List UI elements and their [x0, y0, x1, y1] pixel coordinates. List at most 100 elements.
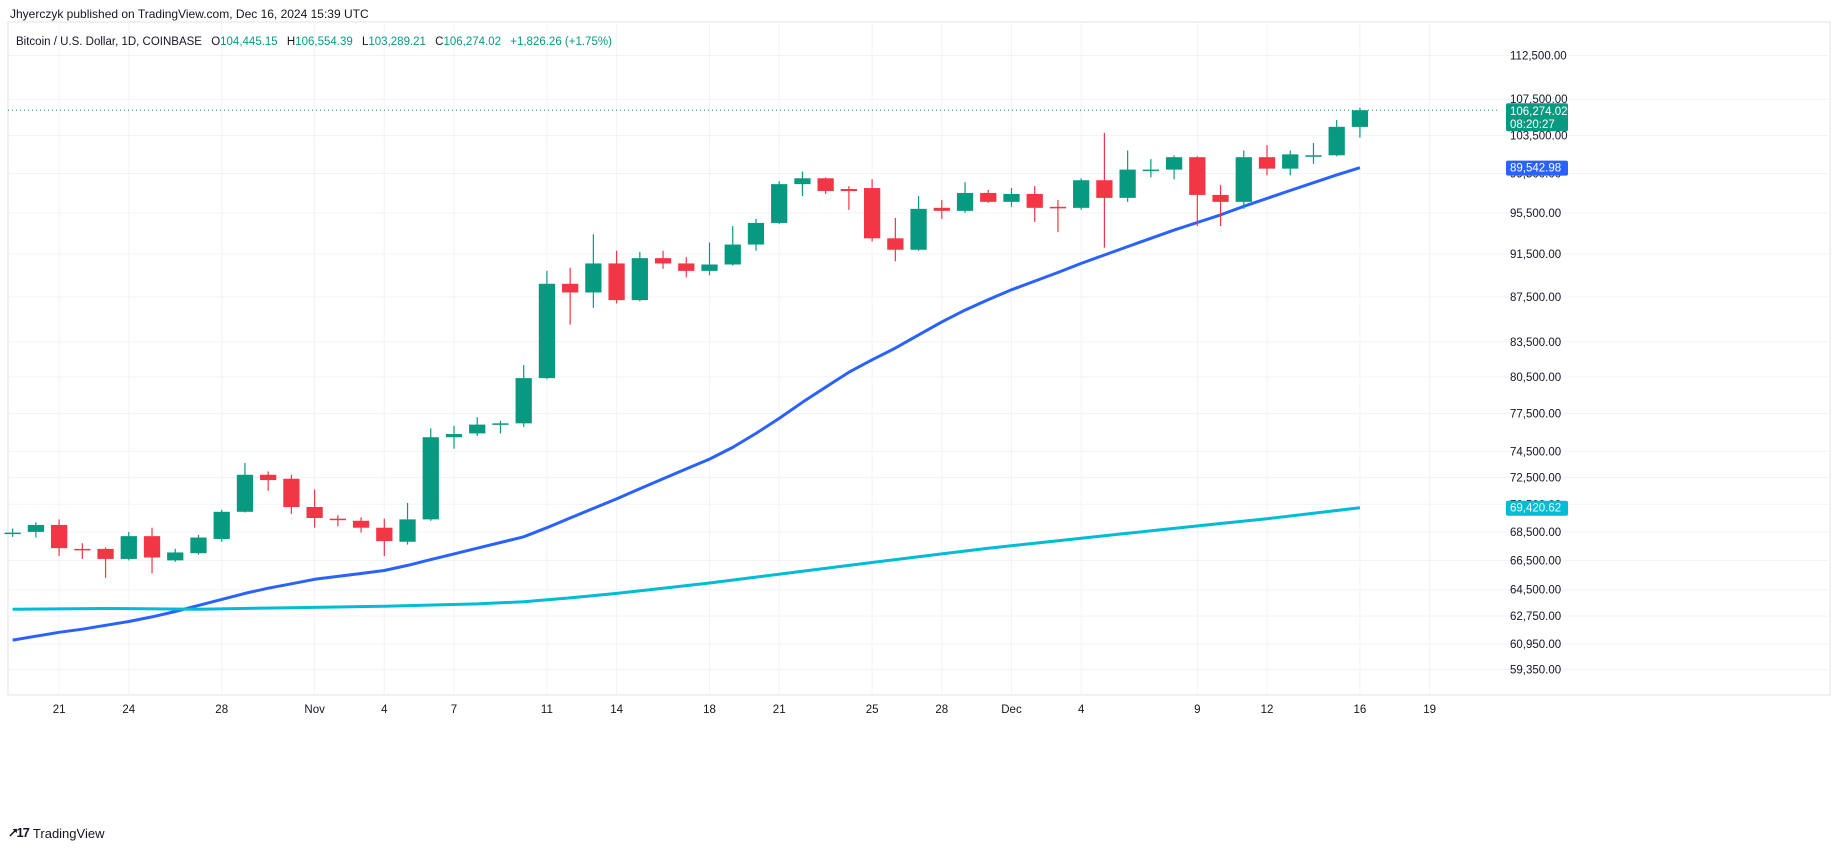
tradingview-logo-icon: ⭧17	[9, 825, 30, 840]
candle-body	[422, 437, 439, 520]
candle-body	[213, 511, 230, 539]
x-tick-label: 28	[935, 704, 948, 716]
candle-body	[1189, 157, 1206, 195]
candle	[260, 471, 277, 491]
y-tick-label: 77,500.00	[1510, 408, 1561, 420]
x-tick-label: 11	[541, 704, 553, 716]
y-tick-label: 83,500.00	[1510, 337, 1561, 349]
ma-slow-badge	[1506, 500, 1568, 516]
candle	[143, 527, 161, 574]
candle	[887, 217, 904, 262]
x-tick-label: Dec	[1001, 704, 1022, 716]
grid	[7, 21, 1831, 696]
candle	[631, 251, 648, 302]
candle	[492, 420, 509, 434]
candle-body	[956, 192, 974, 211]
candle-body	[538, 283, 556, 379]
candle-body	[1073, 180, 1090, 208]
time-axis[interactable]: 21 24 28 Nov 4 7 11 14 18 21 25 28 Dec 4 9 12 16 19	[53, 704, 1436, 716]
candle	[1073, 178, 1090, 210]
candle	[817, 177, 834, 194]
candle	[50, 519, 68, 557]
candle-body	[910, 208, 927, 250]
candle	[4, 528, 21, 537]
svg-text:Bitcoin / U.S. Dollar, 1D, COI: Bitcoin / U.S. Dollar, 1D, COINBASE O104…	[16, 36, 612, 48]
candle-body	[701, 264, 718, 271]
y-tick-label: 66,500.00	[1510, 555, 1561, 567]
legend-high-value: 106,554.39	[295, 36, 353, 48]
y-tick-label: 95,500.00	[1510, 208, 1561, 220]
candle-body	[1003, 193, 1020, 202]
y-tick-label: 112,500.00	[1510, 51, 1567, 63]
candle-body	[562, 283, 579, 293]
x-tick-label: 24	[122, 704, 135, 716]
candle	[1189, 156, 1206, 227]
candle	[1119, 150, 1136, 202]
candle	[1258, 144, 1276, 176]
candle	[956, 182, 974, 213]
candle-body	[1235, 157, 1252, 202]
countdown-value: 08:20:27	[1510, 119, 1555, 131]
y-tick-label: 60,950.00	[1510, 639, 1561, 651]
candle	[283, 474, 300, 514]
candle-body	[1165, 157, 1183, 170]
y-tick-label: 62,750.00	[1510, 611, 1561, 623]
candle	[933, 199, 950, 219]
candle-body	[50, 524, 68, 549]
y-tick-label: 87,500.00	[1510, 292, 1561, 304]
tradingview-logo[interactable]: ⭧17 TradingView	[9, 825, 104, 841]
y-tick-label: 72,500.00	[1510, 472, 1561, 484]
candle-body	[980, 192, 997, 202]
legend-open-value: 104,445.15	[220, 36, 278, 48]
y-tick-label: 103,500.00	[1510, 131, 1568, 143]
candle	[422, 428, 439, 521]
tradingview-logo-text: TradingView	[32, 825, 105, 841]
candle-body	[1282, 154, 1299, 169]
candle-body	[1119, 169, 1136, 198]
candle-body	[283, 478, 300, 508]
candle	[654, 250, 672, 269]
x-tick-label: 14	[610, 704, 623, 716]
price-axis[interactable]: 112,500.00107,500.00103,500.0099,500.009…	[1510, 51, 1568, 677]
candle-body	[74, 548, 91, 551]
y-tick-label: 91,500.00	[1510, 249, 1561, 261]
y-tick-label: 80,500.00	[1510, 372, 1561, 384]
candle	[910, 195, 927, 251]
y-tick-label: 64,500.00	[1510, 585, 1561, 597]
candle	[1026, 186, 1043, 222]
ma-fast-value: 89,542.98	[1510, 163, 1561, 175]
candle-body	[747, 222, 765, 245]
candle	[1003, 188, 1020, 207]
legend-open-label: O	[211, 36, 220, 48]
candle-body	[190, 537, 207, 554]
candle	[190, 534, 207, 555]
candle	[538, 270, 556, 380]
candle-body	[4, 532, 21, 535]
candle-body	[492, 423, 509, 425]
candle-body	[1258, 157, 1276, 169]
legend-low-label: L	[362, 36, 369, 48]
x-tick-label: 21	[773, 704, 786, 716]
candle	[329, 515, 346, 527]
candle	[771, 181, 788, 224]
candle	[120, 531, 137, 561]
y-tick-label: 74,500.00	[1510, 446, 1561, 458]
last-price-badge	[1506, 103, 1568, 132]
candle	[236, 462, 254, 513]
candle-body	[771, 184, 788, 223]
candles	[4, 107, 1369, 578]
candle	[608, 250, 625, 304]
candle-body	[469, 424, 486, 434]
x-tick-label: Nov	[304, 704, 325, 716]
candle	[747, 218, 765, 251]
candle-body	[887, 238, 904, 250]
candle	[1351, 107, 1369, 138]
candle	[678, 257, 695, 278]
candle	[27, 522, 45, 538]
candle-body	[933, 207, 950, 211]
candle-body	[631, 258, 648, 301]
y-tick-label: 68,500.00	[1510, 527, 1561, 539]
x-tick-label: 4	[1078, 704, 1085, 716]
candle	[1212, 185, 1229, 227]
